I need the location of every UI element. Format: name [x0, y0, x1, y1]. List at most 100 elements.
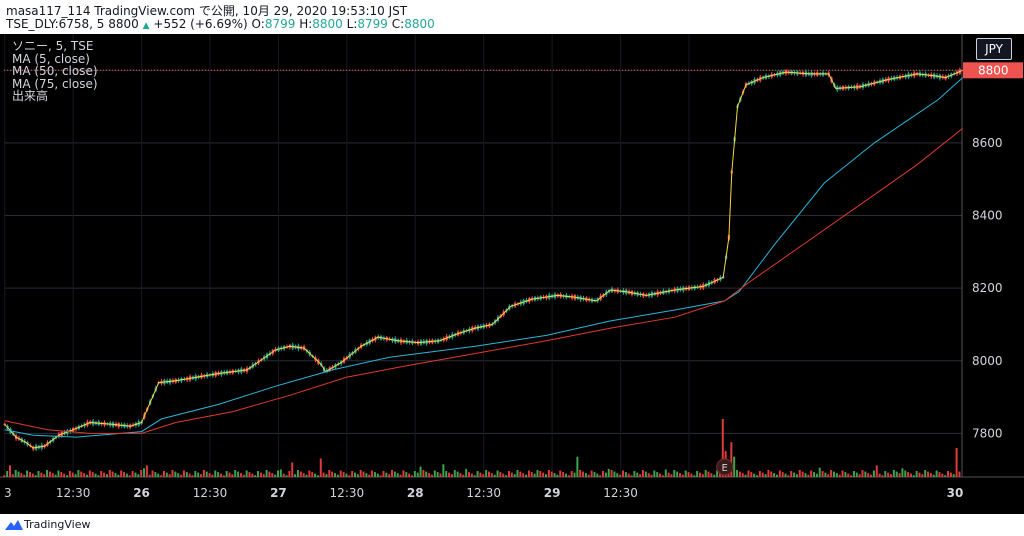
volume-bar — [958, 471, 961, 477]
volume-bar — [918, 472, 921, 477]
volume-bar — [57, 470, 60, 477]
volume-bar — [487, 471, 490, 477]
volume-bar — [650, 474, 653, 477]
volume-bar — [527, 470, 530, 477]
volume-bar — [707, 471, 710, 477]
volume-bar — [391, 469, 394, 477]
volume-bar — [336, 474, 339, 477]
price-tick-label: 8600 — [972, 136, 1003, 150]
volume-bar — [659, 473, 662, 477]
volume-bar — [83, 473, 86, 477]
volume-bar — [587, 474, 590, 477]
volume-bar — [932, 474, 935, 477]
volume-bar — [758, 471, 761, 477]
volume-bar — [279, 469, 282, 477]
volume-bar — [696, 471, 699, 477]
volume-bar — [322, 472, 325, 477]
volume-bar — [411, 475, 414, 477]
volume-bar — [949, 472, 952, 477]
volume-bar — [11, 474, 14, 477]
volume-bar — [436, 472, 439, 477]
volume-bar — [268, 471, 271, 477]
volume-bar — [493, 474, 496, 477]
volume-bar — [718, 472, 721, 477]
volume-bar — [128, 475, 131, 477]
volume-bar — [51, 473, 54, 477]
volume-bar — [647, 473, 650, 477]
volume-bar — [356, 474, 359, 477]
volume-bar — [425, 471, 428, 477]
volume-bar — [254, 475, 257, 477]
volume-bar — [168, 474, 171, 477]
volume-bar — [673, 469, 676, 477]
volume-bar — [878, 473, 881, 477]
volume-bar — [162, 471, 165, 477]
volume-bar — [28, 472, 31, 477]
volume-bar — [134, 472, 137, 477]
price-tick-label: 8000 — [972, 354, 1003, 368]
volume-bar — [564, 473, 567, 477]
volume-bar — [85, 474, 88, 477]
footer: TradingView — [0, 514, 1024, 536]
volume-bar — [26, 470, 29, 477]
volume-bar — [373, 472, 376, 477]
volume-bar — [302, 473, 305, 477]
volume-bar — [579, 469, 582, 477]
volume-bar — [388, 474, 391, 477]
volume-bar — [872, 470, 875, 477]
volume-bar — [613, 471, 616, 477]
volume-bar — [525, 474, 528, 477]
volume-bar — [624, 472, 627, 477]
volume-bar — [604, 472, 607, 477]
volume-bar — [3, 475, 6, 477]
volume-bar — [713, 474, 716, 477]
volume-bar — [211, 474, 214, 477]
volume-bar — [830, 469, 833, 477]
volume-bar — [291, 462, 294, 477]
volume-bar — [160, 475, 163, 477]
volume-bar — [345, 473, 348, 477]
price-tick-label: 8200 — [972, 281, 1003, 295]
volume-bar — [773, 473, 776, 477]
volume-bar — [935, 470, 938, 477]
volume-bar — [188, 473, 191, 477]
currency-button[interactable]: JPY — [976, 38, 1012, 60]
volume-bar — [145, 465, 148, 477]
chart-area[interactable]: 7800 8000 8200 8400 8600 8800 3 12:30 26 12:30 27 1… — [0, 34, 1024, 514]
volume-bar — [182, 470, 185, 477]
volume-bar — [550, 471, 553, 477]
volume-bar — [567, 475, 570, 477]
volume-bar — [693, 475, 696, 477]
volume-bar — [17, 471, 20, 477]
volume-bar — [114, 473, 117, 477]
volume-bar — [590, 470, 593, 477]
volume-bar — [271, 473, 274, 477]
volume-bar — [48, 471, 51, 477]
volume-bar — [177, 473, 180, 477]
volume-bar — [465, 468, 468, 477]
volume-bar — [319, 458, 322, 477]
volume-bar — [46, 469, 49, 477]
volume-bar — [231, 474, 234, 477]
volume-bar — [821, 471, 824, 477]
volume-bar — [348, 475, 351, 477]
volume-bar — [314, 473, 317, 477]
volume-bar — [770, 471, 773, 477]
volume-bar — [140, 469, 143, 477]
volume-bar — [191, 475, 194, 477]
volume-bar — [818, 467, 821, 477]
chart-plot[interactable]: 7800 8000 8200 8400 8600 8800 3 12:30 26 12:30 27 1… — [0, 34, 1024, 514]
volume-bar — [194, 471, 197, 477]
volume-bar — [716, 470, 719, 477]
volume-bar — [815, 473, 818, 477]
tradingview-logo-icon — [5, 520, 23, 530]
volume-bar — [767, 469, 770, 477]
volume-bar — [259, 472, 262, 477]
publish-info: masa117_114 TradingView.com で公開, 10月 29,… — [6, 4, 408, 18]
volume-bar — [547, 469, 550, 477]
volume-bar — [14, 469, 17, 477]
volume-bar — [661, 475, 664, 477]
change-value: +552 (+6.69%) — [153, 17, 248, 31]
high-label: H: — [299, 17, 313, 31]
volume-bar — [867, 473, 870, 477]
